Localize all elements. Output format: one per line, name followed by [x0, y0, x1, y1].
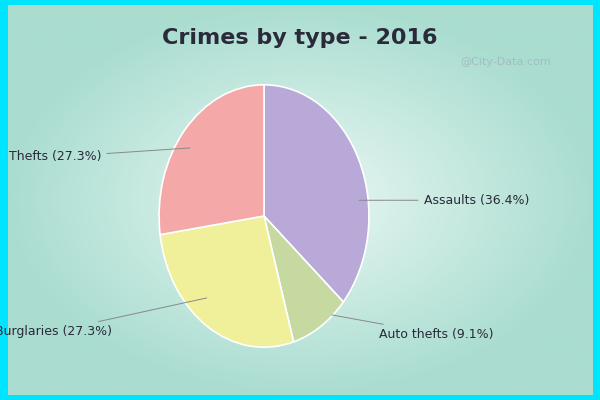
Wedge shape	[160, 216, 293, 347]
Text: Thefts (27.3%): Thefts (27.3%)	[9, 148, 190, 164]
Text: Burglaries (27.3%): Burglaries (27.3%)	[0, 298, 207, 338]
Wedge shape	[264, 85, 369, 302]
Text: Assaults (36.4%): Assaults (36.4%)	[359, 194, 529, 207]
Text: Auto thefts (9.1%): Auto thefts (9.1%)	[332, 315, 494, 340]
Text: @City-Data.com: @City-Data.com	[461, 57, 551, 67]
Text: Crimes by type - 2016: Crimes by type - 2016	[162, 28, 438, 48]
Wedge shape	[264, 216, 343, 342]
Wedge shape	[159, 85, 264, 235]
